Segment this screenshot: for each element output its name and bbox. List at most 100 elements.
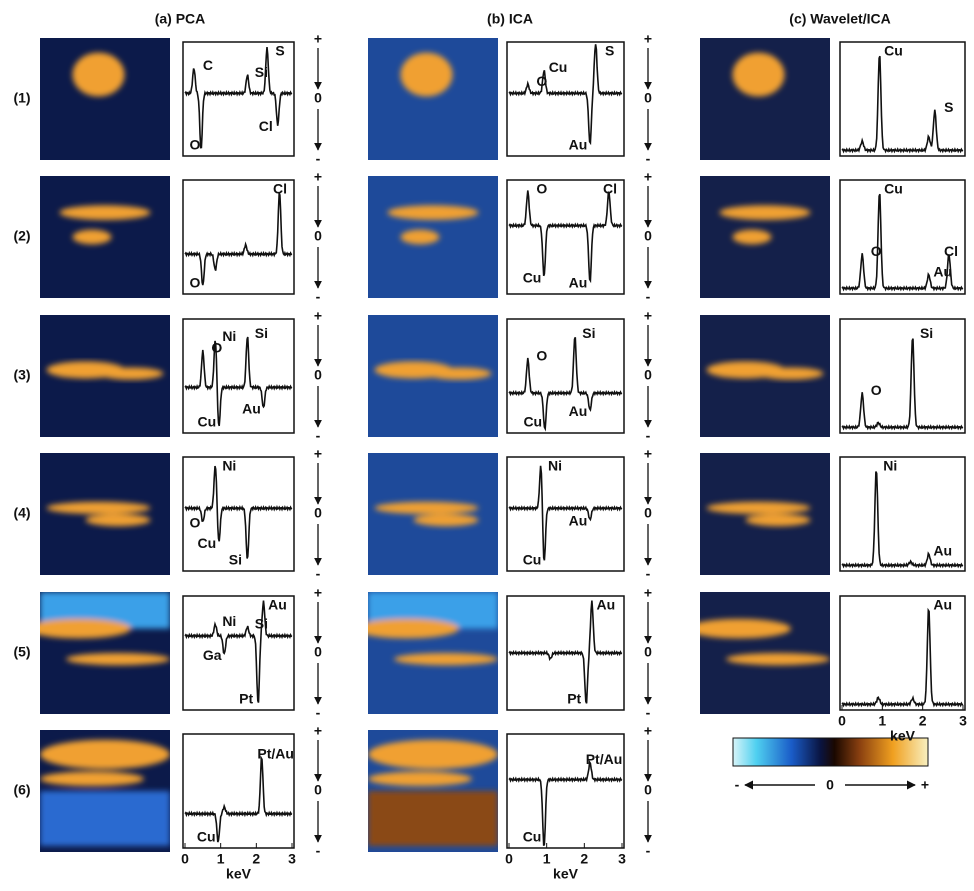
signed-axis-label: -: [646, 289, 651, 305]
map-blob: [427, 367, 492, 379]
map-blob: [733, 53, 785, 97]
map-blob: [414, 514, 479, 526]
signed-axis-label: 0: [314, 782, 322, 798]
peak-label: Pt: [239, 691, 253, 707]
peak-label: Si: [255, 325, 268, 341]
peak-label: Ni: [222, 458, 236, 474]
peak-label: Cu: [549, 59, 568, 75]
map-blob: [60, 205, 151, 220]
peak-label: O: [211, 340, 222, 356]
row-label: (1): [13, 90, 30, 106]
colorbar-label: -: [735, 777, 740, 793]
panel: NiSiAuGaPt+0-: [27, 585, 322, 721]
panel: CuS: [700, 38, 965, 160]
element-map: [40, 453, 170, 575]
peak-label: O: [190, 275, 201, 291]
x-tick-label: 3: [288, 851, 296, 867]
signed-axis-label: +: [314, 723, 322, 739]
signed-axis-label: 0: [644, 90, 652, 106]
peak-label: O: [871, 243, 882, 259]
x-axis-label: keV: [553, 866, 579, 882]
panel: NiAu: [700, 453, 965, 575]
map-blob: [368, 771, 472, 786]
signed-axis-label: -: [316, 428, 321, 444]
x-tick-label: 2: [580, 851, 588, 867]
peak-label: Pt: [567, 691, 581, 707]
colorbar-label: 0: [826, 777, 834, 793]
x-tick-label: 0: [838, 713, 846, 729]
map-blob: [726, 653, 830, 665]
map-blob: [99, 367, 164, 379]
peak-label: O: [190, 515, 201, 531]
peak-label: Si: [229, 552, 242, 568]
row-label: (6): [13, 782, 30, 798]
peak-label: Au: [268, 597, 287, 613]
peak-label: Ni: [883, 458, 897, 474]
peak-label: Cl: [603, 181, 617, 197]
peak-label: Cu: [884, 181, 903, 197]
signed-axis-label: 0: [314, 367, 322, 383]
column-title: (c) Wavelet/ICA: [789, 11, 890, 27]
peak-label: Ga: [203, 647, 222, 663]
peak-label: Cu: [523, 829, 542, 845]
map-blob: [40, 771, 144, 786]
column-title: (a) PCA: [155, 11, 206, 27]
peak-label: Cl: [259, 118, 273, 134]
element-map: [700, 592, 830, 714]
map-features: [401, 53, 453, 97]
signed-axis-label: +: [314, 446, 322, 462]
x-tick-label: 0: [505, 851, 513, 867]
column-title: (b) ICA: [487, 11, 533, 27]
map-blob: [759, 367, 824, 379]
peak-label: O: [871, 382, 882, 398]
peak-label: O: [536, 73, 547, 89]
signed-axis-label: -: [316, 289, 321, 305]
map-blob: [40, 740, 170, 769]
signed-axis-label: +: [644, 446, 652, 462]
peak-label: O: [536, 348, 547, 364]
spectrum-frame: [840, 596, 965, 710]
peak-label: Si: [582, 325, 595, 341]
panel: NiCuAu+0-: [368, 446, 652, 582]
panel: SiO: [700, 315, 965, 437]
panel: OCuSAu+0-: [368, 31, 652, 167]
signed-axis-label: -: [316, 151, 321, 167]
peak-label: Au: [569, 275, 588, 291]
peak-label: Cl: [944, 243, 958, 259]
map-blob: [394, 653, 498, 665]
peak-label: Au: [569, 512, 588, 528]
panel: NiOCuSi+0-: [40, 446, 322, 582]
peak-label: O: [190, 137, 201, 153]
peak-label: Au: [242, 401, 261, 417]
x-tick-label: 2: [252, 851, 260, 867]
signed-axis-label: +: [644, 169, 652, 185]
signed-axis-label: -: [646, 566, 651, 582]
row-label: (4): [13, 505, 30, 521]
signed-axis-label: 0: [644, 367, 652, 383]
spectrum-frame: [840, 319, 965, 433]
peak-label: Ni: [222, 328, 236, 344]
peak-label: S: [944, 99, 953, 115]
peak-label: Cl: [273, 181, 287, 197]
signed-axis-label: 0: [314, 505, 322, 521]
peak-label: Cu: [523, 414, 542, 430]
peak-label: Au: [569, 403, 588, 419]
peak-label: Au: [569, 137, 588, 153]
x-tick-label: 1: [217, 851, 225, 867]
peak-label: Au: [597, 597, 616, 613]
signed-axis-label: +: [314, 585, 322, 601]
panel: ClO+0-: [40, 169, 322, 305]
map-blob: [73, 230, 112, 245]
peak-label: Cu: [197, 829, 216, 845]
signed-axis-label: 0: [644, 228, 652, 244]
map-blob: [368, 740, 498, 769]
map-blob: [73, 53, 125, 97]
map-features: [733, 53, 785, 97]
colorbar-label: +: [921, 777, 929, 793]
peak-label: C: [203, 57, 213, 73]
peak-label: Cu: [198, 414, 217, 430]
map-blob: [401, 53, 453, 97]
signed-axis-label: -: [316, 843, 321, 859]
signed-axis-label: 0: [314, 90, 322, 106]
signed-axis-label: +: [644, 31, 652, 47]
